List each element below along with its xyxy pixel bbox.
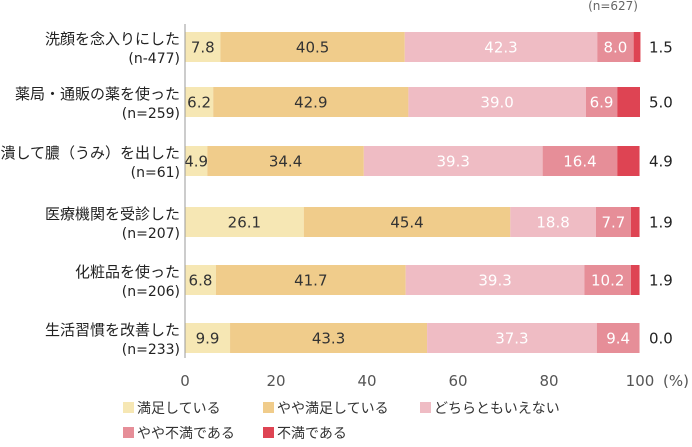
category-n-label: (n=207) [122, 226, 180, 242]
bar-value-label: 16.4 [563, 153, 596, 171]
bar-segment [230, 323, 428, 353]
bar-value-label: 39.0 [480, 94, 513, 112]
category-label: 洗顔を念入りにした [45, 30, 180, 48]
legend-swatch [263, 427, 274, 438]
outside-value-labels: 1.5 5.0 4.9 1.9 1.9 0.0 [649, 39, 673, 348]
legend-swatch [420, 402, 431, 413]
bar-segment [617, 87, 640, 117]
bar-segment [408, 87, 586, 117]
bar-value-label: 40.5 [296, 39, 329, 57]
bar-value-label: 6.8 [189, 272, 213, 290]
x-tick-label: 80 [539, 372, 558, 390]
outside-value-label: 4.9 [649, 153, 673, 171]
bar-segment [595, 207, 631, 237]
category-n-label: (n=259) [122, 106, 180, 122]
outside-value-label: 5.0 [649, 94, 673, 112]
bar-value-label: 4.9 [184, 153, 208, 171]
bar-segment [220, 32, 405, 62]
bar-segment [585, 87, 618, 117]
outside-value-label: 1.9 [649, 272, 673, 290]
bar-segment [363, 146, 543, 176]
category-n-label: (n=233) [122, 342, 180, 358]
legend-label: やや満足している [277, 401, 389, 417]
bar-segment [596, 323, 640, 353]
outside-value-label: 1.9 [649, 214, 673, 232]
bar-segment [630, 265, 640, 295]
category-label: 医療機関を受診した [45, 205, 180, 223]
bar-segment [303, 207, 511, 237]
outside-value-label: 1.5 [649, 39, 673, 57]
bar-segment [630, 207, 640, 237]
bars: 7.8 40.5 42.3 8.0 6.2 42.9 39.0 6.9 4.9 34.4 39.3 1… [184, 32, 641, 353]
x-tick-label: 60 [448, 372, 467, 390]
bar-segment [185, 265, 216, 295]
bar-value-label: 9.4 [606, 330, 630, 348]
bar-value-label: 7.7 [601, 214, 625, 232]
bar-segment [215, 265, 406, 295]
bar-segment [207, 146, 364, 176]
bar-segment [617, 146, 640, 176]
x-tick-label: 40 [357, 372, 376, 390]
bar-segment [633, 32, 641, 62]
sample-size-note: (n=627) [588, 0, 638, 13]
bar-value-label: 42.9 [294, 94, 327, 112]
bar-segment [405, 265, 585, 295]
legend-label: やや不満である [137, 426, 235, 442]
bar-segment [542, 146, 618, 176]
category-n-label: (n=61) [131, 165, 180, 181]
bar-value-label: 7.8 [191, 39, 215, 57]
x-tick-label: 20 [266, 372, 285, 390]
legend-swatch [123, 402, 134, 413]
bar-segment [185, 323, 231, 353]
bar-value-label: 43.3 [312, 330, 345, 348]
bar-value-label: 41.7 [294, 272, 327, 290]
bar-value-label: 42.3 [484, 39, 517, 57]
x-tick-label: 0 [180, 372, 190, 390]
bar-segment [185, 207, 304, 237]
bar-segment [427, 323, 597, 353]
bar-value-label: 39.3 [437, 153, 470, 171]
bar-segment [185, 87, 214, 117]
legend-swatch [263, 402, 274, 413]
legend-label: 不満である [277, 426, 347, 442]
bar-segment [584, 265, 631, 295]
bar-value-label: 45.4 [390, 214, 423, 232]
x-unit-label: (%) [663, 372, 689, 390]
bar-value-label: 26.1 [228, 214, 261, 232]
bar-value-label: 6.2 [187, 94, 211, 112]
category-n-label: (n-477) [128, 51, 180, 67]
bar-segment [185, 32, 221, 62]
legend-label: 満足している [137, 401, 221, 417]
category-labels: 洗顔を念入りにした (n-477) 薬局・通販の薬を使った (n=259) 潰して膿（う… [0, 30, 180, 358]
x-tick-label: 100 [626, 372, 655, 390]
legend-swatch [123, 427, 134, 438]
bar-segment [510, 207, 596, 237]
bar-segment [404, 32, 598, 62]
category-label: 化粧品を使った [75, 263, 180, 281]
bar-value-label: 6.9 [590, 94, 614, 112]
bar-value-label: 37.3 [495, 330, 528, 348]
bar-value-label: 18.8 [536, 214, 569, 232]
bar-segment [597, 32, 634, 62]
x-axis: 0 20 40 60 80 100 (%) [180, 24, 689, 390]
bar-value-label: 9.9 [196, 330, 220, 348]
bar-value-label: 34.4 [269, 153, 302, 171]
bar-value-label: 39.3 [478, 272, 511, 290]
bar-value-label: 10.2 [591, 272, 624, 290]
bar-value-label: 8.0 [604, 39, 628, 57]
category-label: 潰して膿（うみ）を出した [0, 144, 180, 162]
outside-value-label: 0.0 [649, 330, 673, 348]
legend-label: どちらともいえない [434, 401, 560, 417]
bar-segment [185, 146, 208, 176]
bar-segment [213, 87, 409, 117]
category-label: 薬局・通販の薬を使った [15, 85, 180, 103]
category-label: 生活習慣を改善した [45, 321, 180, 339]
category-n-label: (n=206) [122, 284, 180, 300]
